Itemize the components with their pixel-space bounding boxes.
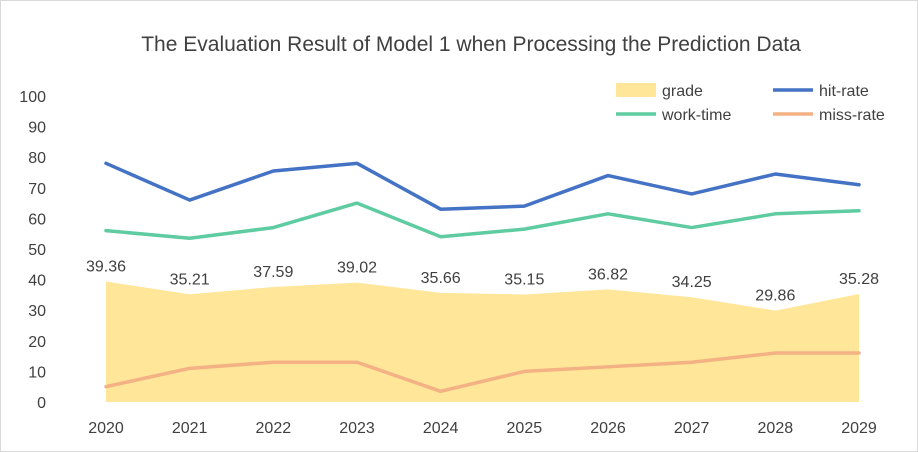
series-work-time-line — [104, 201, 861, 241]
x-tick-label: 2026 — [590, 420, 626, 437]
data-label: 35.66 — [421, 270, 461, 287]
legend-label: grade — [662, 83, 703, 100]
area-layer — [106, 281, 859, 402]
y-tick-label: 90 — [28, 120, 46, 137]
data-label: 35.28 — [839, 271, 879, 288]
y-tick-label: 10 — [28, 364, 46, 381]
series-grade-area — [106, 281, 859, 402]
y-tick-label: 20 — [28, 334, 46, 351]
y-tick-label: 50 — [28, 242, 46, 259]
legend-label: miss-rate — [819, 107, 885, 124]
data-label: 39.02 — [337, 260, 377, 277]
legend: grade hit-rate work-time miss-rate — [616, 83, 885, 124]
legend-item-work-time: work-time — [616, 107, 731, 124]
data-label: 35.15 — [504, 271, 544, 288]
x-tick-label: 2025 — [507, 420, 543, 437]
data-label: 29.86 — [755, 288, 795, 305]
x-tick-label: 2020 — [88, 420, 124, 437]
y-tick-label: 0 — [37, 395, 46, 412]
y-tick-label: 40 — [28, 273, 46, 290]
y-tick-label: 100 — [19, 89, 46, 106]
x-tick-label: 2021 — [172, 420, 208, 437]
x-tick-label: 2023 — [339, 420, 375, 437]
y-axis: 0 10 20 30 40 50 60 70 80 90 100 — [19, 89, 46, 412]
legend-swatch — [616, 83, 656, 97]
series-miss-rate-line — [104, 351, 861, 394]
data-label: 35.21 — [170, 271, 210, 288]
data-label-layer: 39.36 35.21 37.59 39.02 35.66 35.15 36.82 34.25… — [86, 259, 879, 305]
legend-item-grade: grade — [616, 83, 703, 100]
legend-label: work-time — [661, 107, 731, 124]
legend-label: hit-rate — [819, 83, 869, 100]
data-label: 36.82 — [588, 266, 628, 283]
y-tick-label: 80 — [28, 150, 46, 167]
data-label: 37.59 — [253, 264, 293, 281]
chart-title: The Evaluation Result of Model 1 when Pr… — [141, 33, 801, 56]
x-tick-label: 2027 — [674, 420, 710, 437]
y-tick-label: 70 — [28, 181, 46, 198]
y-tick-label: 60 — [28, 211, 46, 228]
x-tick-label: 2028 — [758, 420, 794, 437]
y-tick-label: 30 — [28, 303, 46, 320]
series-hit-rate-line — [104, 161, 861, 211]
line-layer — [104, 161, 861, 394]
x-axis: 2020 2021 2022 2023 2024 2025 2026 2027 2028 2029 — [88, 420, 877, 437]
legend-item-hit-rate: hit-rate — [773, 83, 869, 100]
data-label: 39.36 — [86, 259, 126, 276]
legend-item-miss-rate: miss-rate — [773, 107, 885, 124]
data-label: 34.25 — [672, 274, 712, 291]
x-tick-label: 2022 — [256, 420, 292, 437]
x-tick-label: 2029 — [841, 420, 877, 437]
x-tick-label: 2024 — [423, 420, 459, 437]
